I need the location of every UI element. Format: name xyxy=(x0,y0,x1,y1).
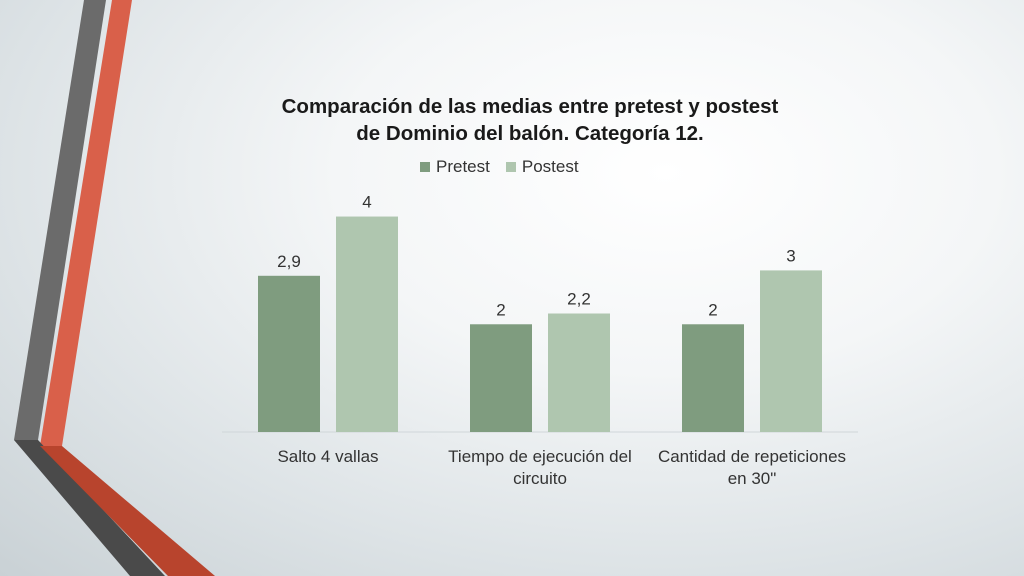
legend-label-postest: Postest xyxy=(521,157,579,176)
chart-title: Comparación de las medias entre pretest … xyxy=(230,93,830,147)
legend-label-pretest: Pretest xyxy=(436,157,490,176)
data-label-pretest-0: 2,9 xyxy=(277,252,301,271)
legend-swatch-postest xyxy=(505,162,516,172)
legend-item-postest: Postest xyxy=(505,157,579,177)
data-label-postest-2: 3 xyxy=(786,246,795,265)
bar-pretest-0 xyxy=(258,275,320,432)
category-label-1-line-1: circuito xyxy=(513,469,567,488)
bar-pretest-2 xyxy=(682,324,744,432)
data-label-postest-0: 4 xyxy=(362,193,371,212)
orange-stripe-lower xyxy=(40,446,215,576)
legend-item-pretest: Pretest xyxy=(420,157,490,177)
category-label-0-line-0: Salto 4 vallas xyxy=(277,447,378,466)
bar-postest-0 xyxy=(336,216,398,432)
bar-postest-2 xyxy=(760,270,822,432)
category-label-2-line-1: en 30" xyxy=(728,469,777,488)
category-label-1-line-0: Tiempo de ejecución del xyxy=(448,447,632,466)
chart-title-line-2: de Dominio del balón. Categoría 12. xyxy=(356,122,704,145)
category-label-2-line-0: Cantidad de repeticiones xyxy=(658,447,846,466)
data-label-pretest-2: 2 xyxy=(708,300,717,319)
data-label-postest-1: 2,2 xyxy=(567,290,591,309)
legend-swatch-pretest xyxy=(420,162,430,172)
orange-stripe-upper xyxy=(40,0,132,446)
bar-postest-1 xyxy=(548,313,610,432)
data-label-pretest-1: 2 xyxy=(496,300,505,319)
gray-stripe-upper xyxy=(14,0,106,440)
chart-title-line-1: Comparación de las medias entre pretest … xyxy=(281,95,779,118)
bar-pretest-1 xyxy=(470,324,532,432)
gray-stripe-lower xyxy=(14,440,165,576)
chart-legend: Pretest Postest xyxy=(420,157,680,177)
